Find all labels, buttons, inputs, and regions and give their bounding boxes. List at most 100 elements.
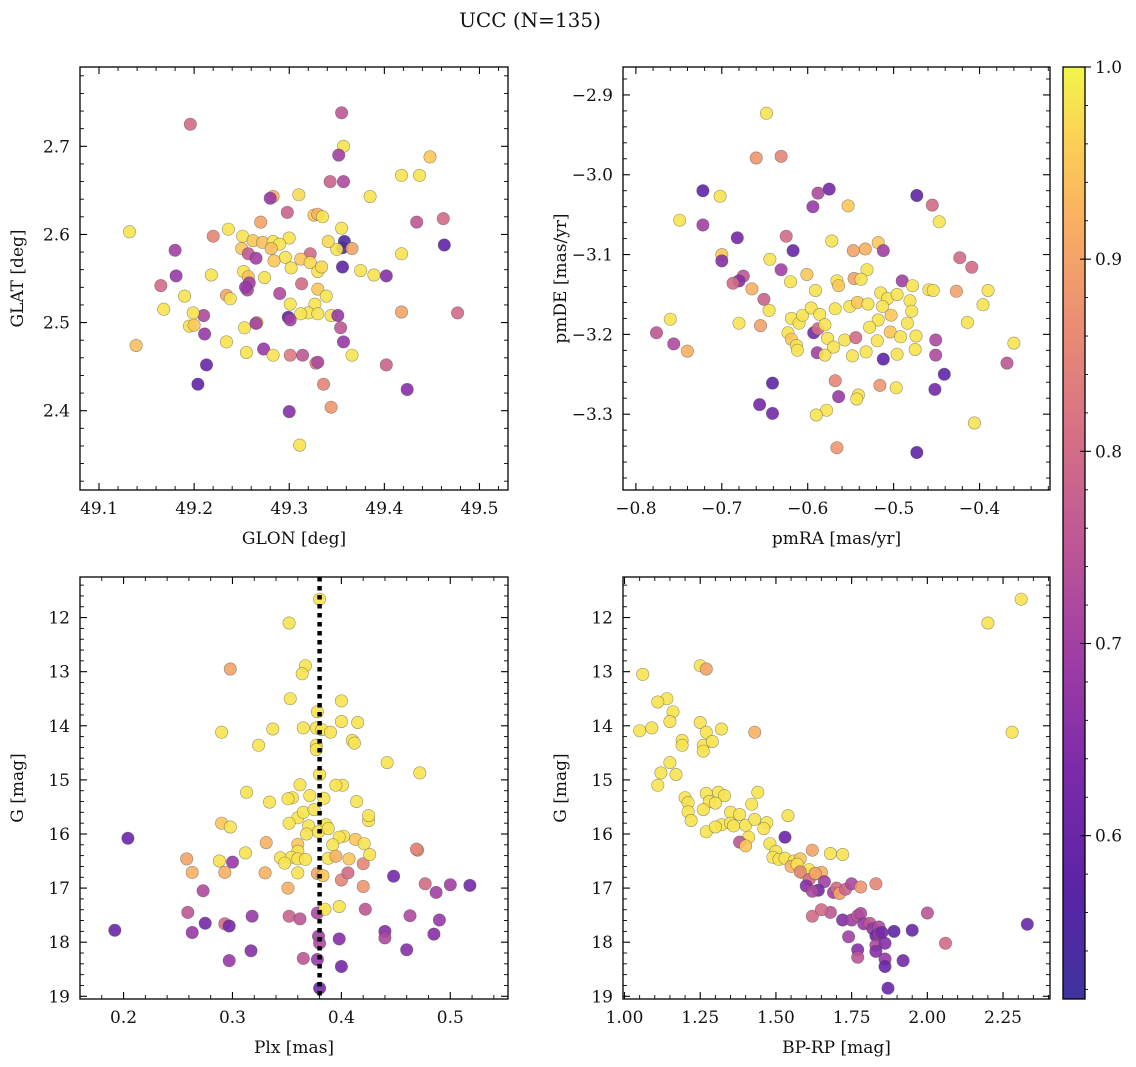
y-tick-label: 2.4 bbox=[43, 402, 70, 422]
scatter-point bbox=[239, 345, 253, 359]
scatter-point bbox=[781, 809, 795, 823]
scatter-point bbox=[283, 313, 297, 327]
y-axis-label: G [mag] bbox=[8, 753, 28, 822]
scatter-point bbox=[266, 722, 280, 736]
scatter-point bbox=[774, 149, 788, 163]
scatter-point bbox=[200, 358, 214, 372]
scatter-point bbox=[875, 925, 889, 939]
x-tick-label: −0.6 bbox=[787, 499, 828, 519]
scatter-point bbox=[808, 283, 822, 297]
y-tick-label: 2.7 bbox=[43, 137, 70, 157]
y-tick-label: 16 bbox=[591, 825, 613, 845]
scatter-point bbox=[636, 667, 650, 681]
scatter-point bbox=[762, 303, 776, 317]
scatter-point bbox=[808, 866, 822, 880]
scatter-point bbox=[121, 831, 135, 845]
scatter-point bbox=[400, 943, 414, 957]
scatter-point bbox=[108, 923, 122, 937]
scatter-point bbox=[699, 725, 713, 739]
scatter-point bbox=[909, 329, 923, 343]
scatter-point bbox=[910, 189, 924, 203]
scatter-point bbox=[296, 951, 310, 965]
scatter-point bbox=[699, 662, 713, 676]
scatter-point bbox=[282, 231, 296, 245]
scatter-point bbox=[378, 931, 392, 945]
scatter-point bbox=[875, 299, 889, 313]
scatter-point bbox=[651, 778, 665, 792]
scatter-point bbox=[842, 930, 856, 944]
scatter-point bbox=[1014, 592, 1028, 606]
scatter-point bbox=[805, 909, 819, 923]
scatter-point bbox=[890, 347, 904, 361]
axes-frame bbox=[622, 66, 1051, 491]
scatter-point bbox=[283, 348, 297, 362]
scatter-point bbox=[345, 242, 359, 256]
scatter-point bbox=[332, 932, 346, 946]
scatter-point bbox=[294, 307, 308, 321]
scatter-point bbox=[362, 809, 376, 823]
scatter-point bbox=[876, 352, 890, 366]
scatter-point bbox=[763, 252, 777, 266]
scatter-point bbox=[726, 819, 740, 833]
scatter-point bbox=[726, 276, 740, 290]
scatter-point bbox=[198, 327, 212, 341]
scatter-point bbox=[403, 909, 417, 923]
scatter-point bbox=[284, 261, 298, 275]
scatter-point bbox=[329, 778, 343, 792]
scatter-point bbox=[319, 289, 333, 303]
y-tick-label: −3.0 bbox=[572, 166, 613, 186]
scatter-point bbox=[928, 382, 942, 396]
scatter-point bbox=[334, 321, 348, 335]
scatter-point bbox=[311, 282, 325, 296]
scatter-point bbox=[732, 316, 746, 330]
axes-frame bbox=[622, 576, 1051, 1000]
x-tick-label: 49.5 bbox=[461, 499, 499, 519]
scatter-point bbox=[318, 902, 332, 916]
scatter-point bbox=[334, 959, 348, 973]
y-tick-label: 15 bbox=[591, 771, 613, 791]
scatter-point bbox=[282, 616, 296, 630]
scatter-point bbox=[1000, 356, 1014, 370]
scatter-point bbox=[884, 308, 898, 322]
scatter-point bbox=[180, 852, 194, 866]
scatter-point bbox=[783, 275, 797, 289]
scatter-point bbox=[654, 766, 668, 780]
scatter-point bbox=[220, 335, 234, 349]
scatter-point bbox=[925, 198, 939, 212]
y-axis-label: pmDE [mas/yr] bbox=[551, 213, 571, 343]
scatter-point bbox=[341, 866, 355, 880]
scatter-point bbox=[822, 182, 836, 196]
scatter-point bbox=[309, 743, 323, 757]
scatter-point bbox=[196, 884, 210, 898]
scatter-point bbox=[960, 315, 974, 329]
y-tick-label: −3.3 bbox=[572, 405, 613, 425]
x-tick-label: 1.00 bbox=[606, 1008, 644, 1028]
scatter-point bbox=[363, 190, 377, 204]
scatter-point bbox=[186, 306, 200, 320]
scatter-point bbox=[443, 878, 457, 892]
scatter-point bbox=[264, 242, 278, 256]
scatter-point bbox=[871, 313, 885, 327]
x-tick-label: 0.3 bbox=[219, 1008, 246, 1028]
scatter-point bbox=[779, 229, 793, 243]
scatter-point bbox=[418, 877, 432, 891]
scatter-point bbox=[316, 377, 330, 391]
scatter-point bbox=[745, 797, 759, 811]
x-tick-label: 2.25 bbox=[984, 1008, 1022, 1028]
scatter-point bbox=[649, 326, 663, 340]
scatter-point bbox=[696, 744, 710, 758]
scatter-point bbox=[394, 305, 408, 319]
scatter-point bbox=[850, 392, 864, 406]
scatter-point bbox=[198, 916, 212, 930]
scatter-point bbox=[222, 919, 236, 933]
scatter-point bbox=[303, 256, 317, 270]
x-tick-label: 2.00 bbox=[908, 1008, 946, 1028]
scatter-point bbox=[830, 441, 844, 455]
scatter-point bbox=[215, 725, 229, 739]
scatter-point bbox=[818, 348, 832, 362]
scatter-point bbox=[976, 298, 990, 312]
colorbar-tick-label: 0.8 bbox=[1095, 442, 1122, 462]
scatter-point bbox=[905, 279, 919, 293]
scatter-point bbox=[259, 836, 273, 850]
